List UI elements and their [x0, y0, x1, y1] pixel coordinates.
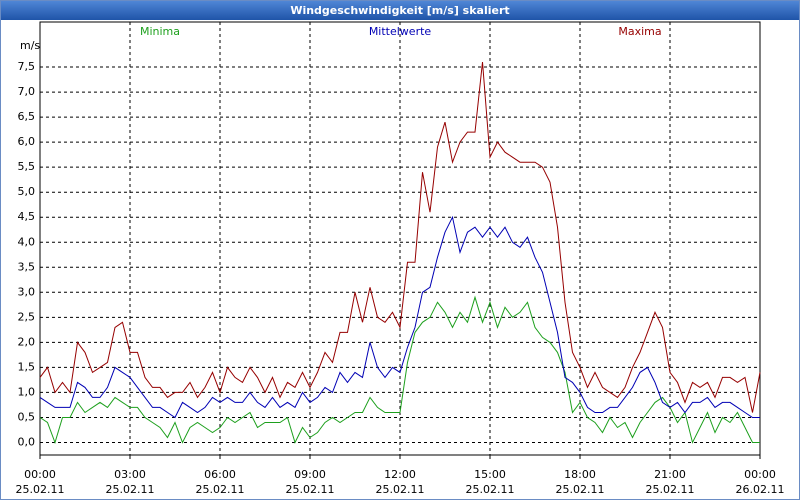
x-tick-date: 26.02.11 — [736, 483, 785, 496]
y-tick-label: 0,5 — [18, 410, 36, 423]
x-tick-date: 25.02.11 — [556, 483, 605, 496]
y-tick-label: 5,0 — [18, 185, 36, 198]
x-tick-label: 12:00 — [384, 468, 416, 481]
x-tick-label: 09:00 — [294, 468, 326, 481]
x-tick-date: 25.02.11 — [16, 483, 65, 496]
x-tick-label: 03:00 — [114, 468, 146, 481]
y-tick-label: 3,0 — [18, 285, 36, 298]
x-tick-label: 15:00 — [474, 468, 506, 481]
x-tick-date: 25.02.11 — [376, 483, 425, 496]
y-tick-label: 6,0 — [18, 135, 36, 148]
title-bar — [1, 1, 799, 20]
y-tick-label: 7,5 — [18, 60, 36, 73]
series-line — [39, 215, 760, 419]
y-tick-label: 3,5 — [18, 260, 36, 273]
y-tick-label: 1,5 — [18, 360, 36, 373]
y-tick-label: 7,0 — [18, 85, 36, 98]
legend-entry: Maxima — [618, 25, 661, 38]
series-line — [39, 295, 760, 445]
y-tick-label: 2,5 — [18, 310, 36, 323]
y-tick-label: 2,0 — [18, 335, 36, 348]
x-tick-label: 00:00 — [24, 468, 56, 481]
x-tick-label: 06:00 — [204, 468, 236, 481]
y-tick-label: 4,5 — [18, 210, 36, 223]
y-tick-label: 6,5 — [18, 110, 36, 123]
y-tick-label: 0,0 — [18, 435, 36, 448]
legend-entry: Minima — [140, 25, 180, 38]
y-tick-label: 1,0 — [18, 385, 36, 398]
x-tick-date: 25.02.11 — [646, 483, 695, 496]
y-tick-label: 5,5 — [18, 160, 36, 173]
series-line — [39, 61, 761, 413]
x-tick-date: 25.02.11 — [466, 483, 515, 496]
x-tick-label: 21:00 — [654, 468, 686, 481]
y-tick-label: 4,0 — [18, 235, 36, 248]
x-tick-date: 25.02.11 — [286, 483, 335, 496]
x-tick-date: 25.02.11 — [196, 483, 245, 496]
chart-title: Windgeschwindigkeit [m/s] skaliert — [290, 4, 509, 17]
x-tick-label: 18:00 — [564, 468, 596, 481]
y-axis-label: m/s — [20, 39, 40, 52]
x-tick-date: 25.02.11 — [106, 483, 155, 496]
legend-entry: Mittelwerte — [369, 25, 432, 38]
x-tick-label: 00:00 — [744, 468, 776, 481]
